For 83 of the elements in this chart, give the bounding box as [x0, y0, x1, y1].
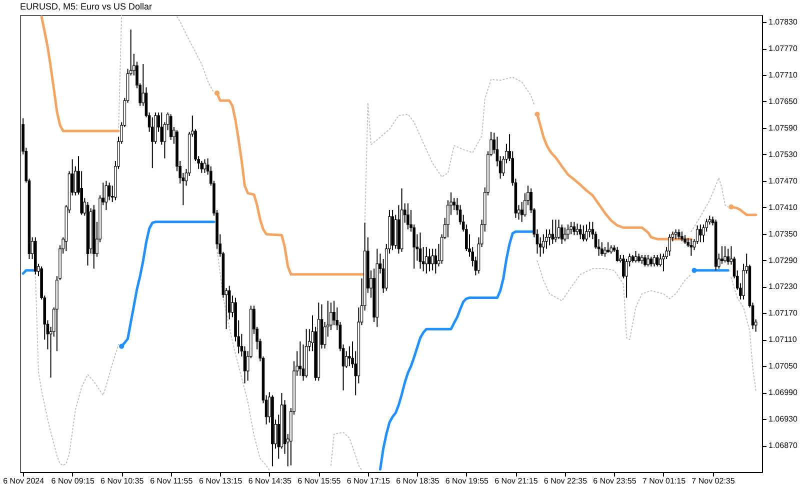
candlestick [582, 224, 585, 242]
candlestick [606, 242, 610, 254]
point [692, 268, 697, 273]
candlestick [570, 221, 573, 235]
candlestick [169, 114, 172, 140]
candlestick [344, 350, 348, 368]
y-tick-label: 1.07290 [768, 256, 798, 265]
x-tick-label: 6 Nov 11:55 [150, 476, 194, 486]
candlestick [434, 248, 438, 274]
y-tick-label: 1.06870 [768, 441, 798, 450]
candlestick [677, 228, 680, 240]
y-tick-label: 1.07170 [768, 308, 798, 318]
candlestick [542, 234, 545, 254]
candlestick [406, 202, 410, 230]
candlestick [104, 180, 108, 210]
candlestick [564, 227, 566, 242]
x-tick-label: 6 Nov 13:15 [199, 476, 243, 486]
y-tick-label: 1.07410 [768, 202, 798, 212]
point [728, 204, 734, 210]
candlestick [548, 228, 551, 246]
y-tick-label: 1.07830 [768, 18, 798, 27]
candlestick [646, 254, 650, 267]
x-tick-label: 6 Nov 09:15 [51, 476, 95, 486]
y-tick-label: 1.07470 [768, 176, 798, 186]
candlestick [572, 221, 576, 236]
candlestick [576, 223, 579, 236]
candlestick [554, 219, 558, 243]
candlestick [425, 246, 428, 274]
candlestick [644, 254, 646, 267]
x-tick-label: 6 Nov 19:55 [445, 476, 490, 486]
x-tick-label: 7 Nov 02:35 [692, 476, 736, 486]
x-tick-label: 6 Nov 23:55 [593, 476, 637, 486]
candlestick [585, 224, 588, 242]
x-tick-label: 6 Nov 2024 [3, 476, 45, 486]
candlestick [520, 202, 524, 222]
y-tick-label: 1.07110 [768, 335, 798, 344]
x-tick-label: 6 Nov 15:55 [298, 476, 342, 486]
candlestick [650, 256, 653, 267]
candlestick [578, 224, 582, 240]
candlestick [551, 219, 554, 244]
point [119, 344, 124, 349]
candlestick [566, 224, 570, 240]
x-tick-label: 6 Nov 18:35 [396, 476, 440, 486]
candlestick [724, 246, 726, 263]
y-tick-label: 1.07710 [768, 70, 798, 80]
candlestick [726, 248, 730, 266]
x-tick-label: 6 Nov 21:15 [494, 476, 538, 486]
x-tick-label: 7 Nov 01:15 [642, 476, 686, 486]
point [214, 90, 220, 96]
candlestick [690, 238, 693, 256]
y-tick-label: 1.06990 [768, 388, 798, 398]
candlestick [418, 232, 422, 270]
candlestick [680, 231, 684, 242]
y-tick-label: 1.07050 [768, 362, 798, 371]
candlestick [720, 246, 724, 264]
candlestick [699, 224, 702, 243]
y-tick-label: 1.07350 [768, 229, 798, 238]
candlestick [431, 248, 434, 271]
candlestick [203, 158, 206, 174]
candlestick [298, 340, 302, 376]
y-tick-label: 1.07530 [768, 150, 798, 159]
candlestick [428, 248, 431, 272]
x-tick-label: 6 Nov 10:35 [100, 476, 144, 486]
point [534, 112, 540, 117]
candlestick [588, 221, 591, 238]
candlestick [545, 228, 548, 250]
candlestick [348, 346, 351, 367]
y-tick-label: 1.07770 [768, 44, 798, 54]
x-tick-label: 6 Nov 17:15 [346, 476, 391, 486]
candlestick [668, 234, 672, 256]
y-tick-label: 1.06930 [768, 414, 798, 424]
candlestick [634, 250, 638, 263]
candlestick [332, 300, 336, 326]
chart-title: EURUSD, M5: Euro vs US Dollar [20, 2, 152, 12]
candlestick [600, 242, 604, 256]
y-tick-label: 1.07230 [768, 282, 798, 292]
x-tick-label: 6 Nov 14:35 [248, 476, 292, 486]
candlestick [674, 228, 678, 240]
candlestick [160, 112, 164, 146]
y-tick-label: 1.07590 [768, 123, 798, 132]
candlestick [150, 116, 154, 169]
x-tick-label: 6 Nov 22:35 [544, 476, 588, 486]
y-tick-label: 1.07650 [768, 96, 798, 106]
